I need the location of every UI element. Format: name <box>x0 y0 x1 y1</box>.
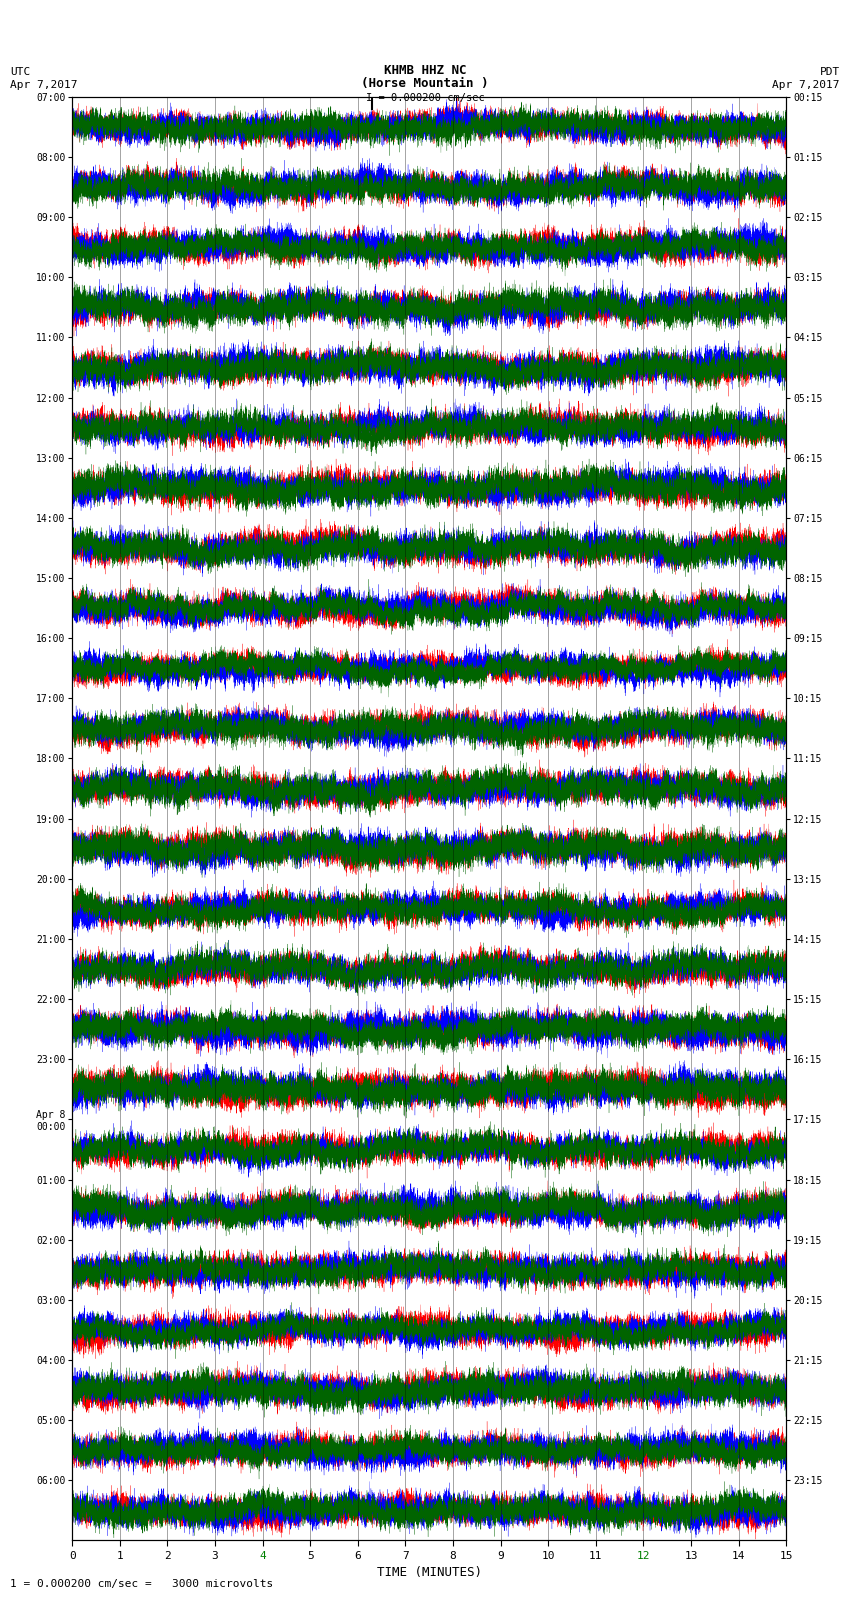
Text: Apr 7,2017: Apr 7,2017 <box>10 79 77 90</box>
Text: I = 0.000200 cm/sec: I = 0.000200 cm/sec <box>366 94 484 103</box>
Text: Apr 7,2017: Apr 7,2017 <box>773 79 840 90</box>
X-axis label: TIME (MINUTES): TIME (MINUTES) <box>377 1566 482 1579</box>
Text: PDT: PDT <box>819 66 840 77</box>
Text: UTC: UTC <box>10 66 31 77</box>
Text: 1 = 0.000200 cm/sec =   3000 microvolts: 1 = 0.000200 cm/sec = 3000 microvolts <box>10 1579 274 1589</box>
Text: (Horse Mountain ): (Horse Mountain ) <box>361 76 489 90</box>
Text: KHMB HHZ NC: KHMB HHZ NC <box>383 63 467 77</box>
